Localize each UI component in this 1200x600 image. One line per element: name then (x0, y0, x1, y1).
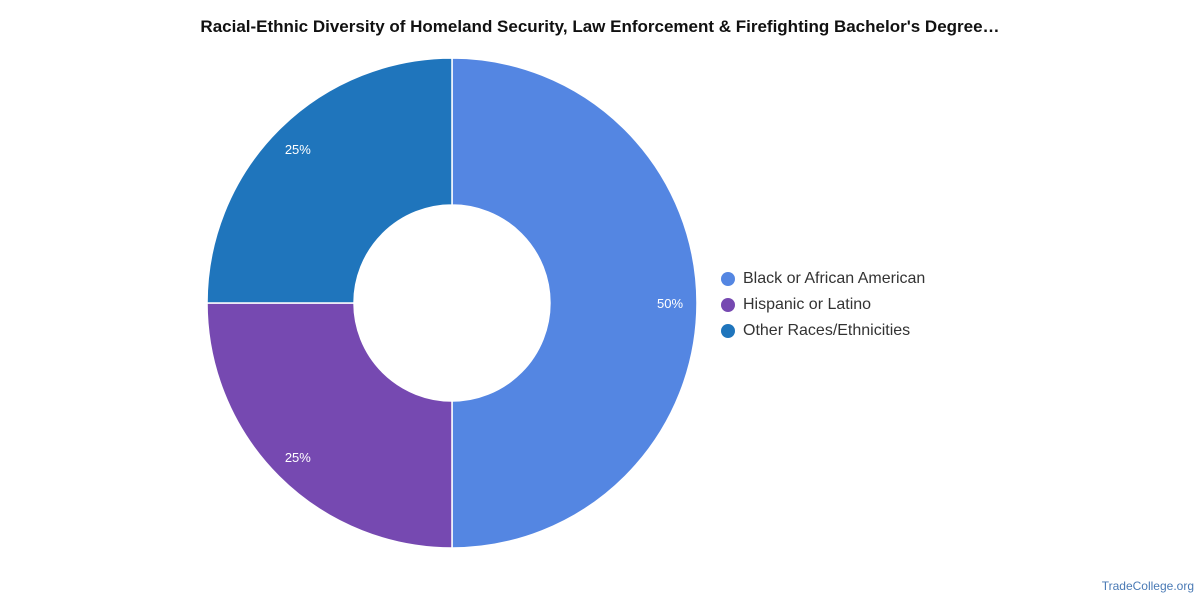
slice-2[interactable] (206, 57, 453, 304)
source-label: TradeCollege.org (1101, 579, 1194, 593)
slice-label-2: 25% (285, 142, 311, 157)
legend-item-1[interactable]: Hispanic or Latino (721, 292, 925, 318)
legend-swatch (721, 272, 735, 286)
chart-title: Racial-Ethnic Diversity of Homeland Secu… (200, 17, 1000, 36)
chart-legend: Black or African American Hispanic or Lat… (721, 266, 925, 344)
legend-label: Other Races/Ethnicities (743, 322, 911, 339)
slice-label-0: 50% (657, 296, 683, 311)
legend-label: Hispanic or Latino (743, 296, 872, 313)
slice-0[interactable] (451, 57, 698, 549)
legend-item-0[interactable]: Black or African American (721, 266, 925, 292)
legend-label: Black or African American (743, 270, 926, 287)
slice-label-1: 25% (285, 450, 311, 465)
slice-1[interactable] (206, 302, 453, 549)
legend-swatch (721, 324, 735, 338)
legend-swatch (721, 298, 735, 312)
legend-item-2[interactable]: Other Races/Ethnicities (721, 318, 925, 344)
